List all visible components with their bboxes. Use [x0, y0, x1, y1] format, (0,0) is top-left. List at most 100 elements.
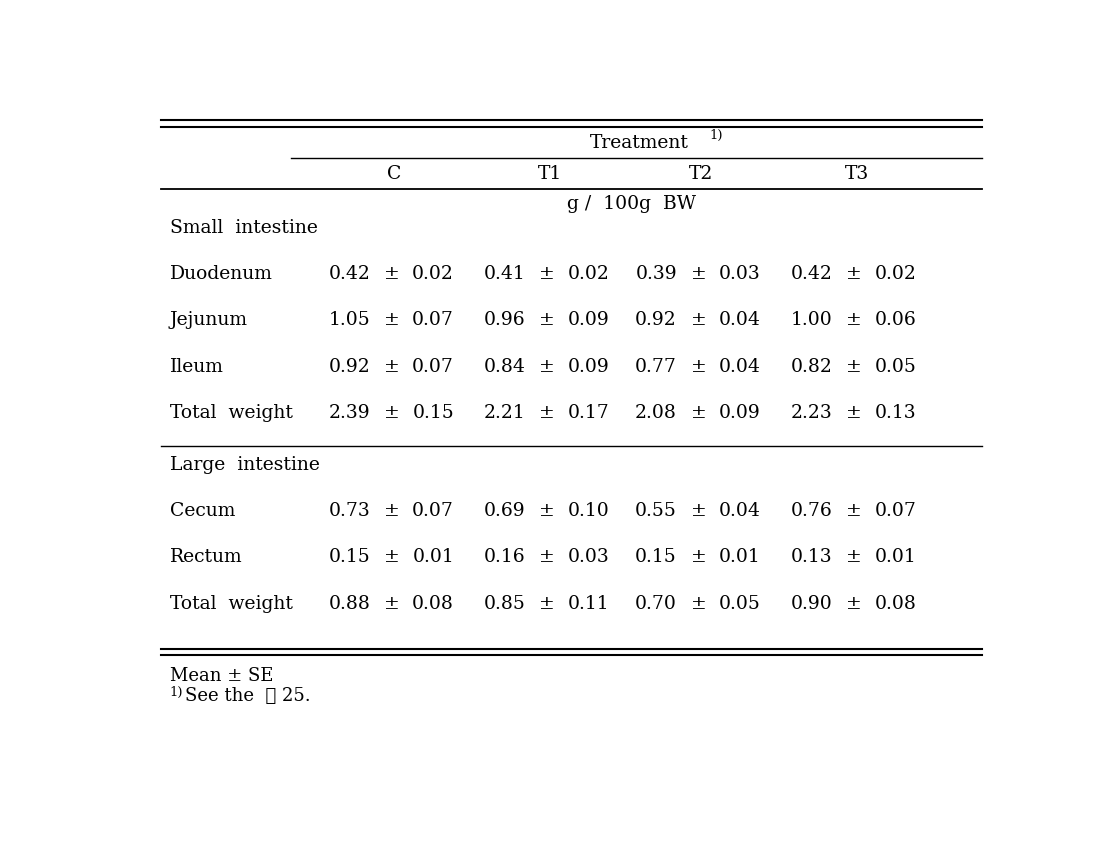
Text: ±: ±: [690, 549, 706, 567]
Text: 1.00: 1.00: [791, 311, 833, 329]
Text: 0.96: 0.96: [484, 311, 525, 329]
Text: 0.92: 0.92: [329, 358, 370, 376]
Text: 0.10: 0.10: [568, 502, 610, 520]
Text: Duodenum: Duodenum: [169, 265, 272, 283]
Text: 0.13: 0.13: [791, 549, 833, 567]
Text: 0.01: 0.01: [874, 549, 917, 567]
Text: T2: T2: [689, 165, 714, 183]
Text: ±: ±: [690, 595, 706, 613]
Text: 2.08: 2.08: [636, 404, 677, 422]
Text: 2.39: 2.39: [329, 404, 370, 422]
Text: 1): 1): [709, 128, 724, 142]
Text: 2.21: 2.21: [484, 404, 526, 422]
Text: 0.09: 0.09: [719, 404, 760, 422]
Text: 0.07: 0.07: [413, 502, 454, 520]
Text: Treatment: Treatment: [590, 134, 688, 152]
Text: ±: ±: [846, 265, 862, 283]
Text: ±: ±: [384, 404, 399, 422]
Text: ±: ±: [384, 549, 399, 567]
Text: 1.05: 1.05: [329, 311, 370, 329]
Text: Small  intestine: Small intestine: [169, 218, 318, 236]
Text: 0.17: 0.17: [568, 404, 610, 422]
Text: Mean ± SE: Mean ± SE: [169, 667, 273, 685]
Text: 0.09: 0.09: [568, 311, 610, 329]
Text: 0.15: 0.15: [413, 404, 454, 422]
Text: 0.39: 0.39: [636, 265, 677, 283]
Text: ±: ±: [846, 502, 862, 520]
Text: ±: ±: [690, 358, 706, 376]
Text: 0.01: 0.01: [413, 549, 454, 567]
Text: ±: ±: [690, 311, 706, 329]
Text: 0.76: 0.76: [791, 502, 833, 520]
Text: ±: ±: [384, 311, 399, 329]
Text: ±: ±: [690, 404, 706, 422]
Text: ±: ±: [846, 549, 862, 567]
Text: g /  100g  BW: g / 100g BW: [568, 195, 697, 213]
Text: ±: ±: [540, 549, 555, 567]
Text: 0.08: 0.08: [413, 595, 454, 613]
Text: ±: ±: [540, 404, 555, 422]
Text: 0.05: 0.05: [719, 595, 760, 613]
Text: 0.05: 0.05: [874, 358, 917, 376]
Text: 0.42: 0.42: [791, 265, 833, 283]
Text: Total  weight: Total weight: [169, 404, 292, 422]
Text: 0.06: 0.06: [874, 311, 917, 329]
Text: 0.09: 0.09: [568, 358, 610, 376]
Text: Ileum: Ileum: [169, 358, 223, 376]
Text: ±: ±: [846, 311, 862, 329]
Text: 0.92: 0.92: [636, 311, 677, 329]
Text: 0.42: 0.42: [329, 265, 370, 283]
Text: Rectum: Rectum: [169, 549, 242, 567]
Text: 0.04: 0.04: [719, 311, 760, 329]
Text: 0.02: 0.02: [568, 265, 610, 283]
Text: 0.77: 0.77: [636, 358, 677, 376]
Text: 0.70: 0.70: [636, 595, 677, 613]
Text: Jejunum: Jejunum: [169, 311, 248, 329]
Text: 0.13: 0.13: [874, 404, 917, 422]
Text: See the  表 25.: See the 表 25.: [185, 687, 311, 705]
Text: 0.11: 0.11: [568, 595, 610, 613]
Text: 0.02: 0.02: [413, 265, 454, 283]
Text: 0.04: 0.04: [719, 502, 760, 520]
Text: ±: ±: [846, 358, 862, 376]
Text: ±: ±: [384, 502, 399, 520]
Text: 0.01: 0.01: [719, 549, 760, 567]
Text: 0.88: 0.88: [329, 595, 370, 613]
Text: 0.08: 0.08: [874, 595, 917, 613]
Text: T1: T1: [537, 165, 562, 183]
Text: 0.15: 0.15: [329, 549, 370, 567]
Text: ±: ±: [540, 502, 555, 520]
Text: 0.41: 0.41: [484, 265, 526, 283]
Text: ±: ±: [384, 265, 399, 283]
Text: 0.84: 0.84: [484, 358, 526, 376]
Text: 0.85: 0.85: [484, 595, 526, 613]
Text: ±: ±: [690, 265, 706, 283]
Text: 0.04: 0.04: [719, 358, 760, 376]
Text: Large  intestine: Large intestine: [169, 456, 320, 474]
Text: 0.03: 0.03: [568, 549, 610, 567]
Text: ±: ±: [846, 595, 862, 613]
Text: ±: ±: [540, 265, 555, 283]
Text: 0.55: 0.55: [636, 502, 677, 520]
Text: 0.90: 0.90: [791, 595, 833, 613]
Text: ±: ±: [540, 595, 555, 613]
Text: 1): 1): [169, 686, 183, 699]
Text: 0.02: 0.02: [874, 265, 917, 283]
Text: ±: ±: [384, 358, 399, 376]
Text: ±: ±: [540, 358, 555, 376]
Text: ±: ±: [690, 502, 706, 520]
Text: Cecum: Cecum: [169, 502, 235, 520]
Text: 0.69: 0.69: [484, 502, 525, 520]
Text: ±: ±: [846, 404, 862, 422]
Text: 2.23: 2.23: [791, 404, 833, 422]
Text: Total  weight: Total weight: [169, 595, 292, 613]
Text: T3: T3: [844, 165, 869, 183]
Text: 0.07: 0.07: [413, 358, 454, 376]
Text: ±: ±: [540, 311, 555, 329]
Text: 0.15: 0.15: [636, 549, 677, 567]
Text: 0.73: 0.73: [329, 502, 370, 520]
Text: 0.07: 0.07: [413, 311, 454, 329]
Text: C: C: [387, 165, 401, 183]
Text: 0.07: 0.07: [874, 502, 917, 520]
Text: 0.16: 0.16: [484, 549, 525, 567]
